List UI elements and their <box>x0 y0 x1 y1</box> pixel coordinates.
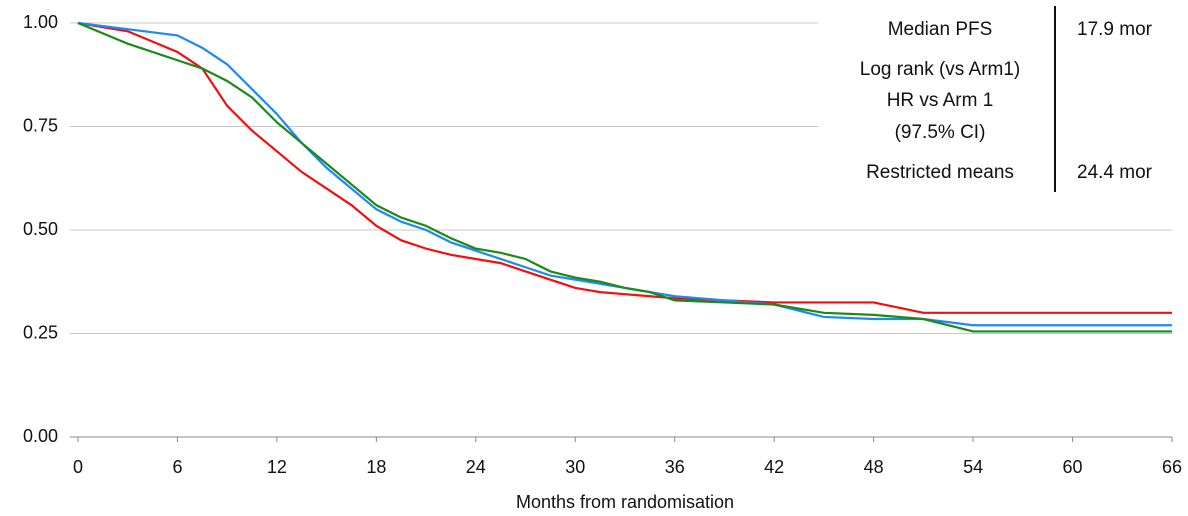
x-tick-label: 30 <box>565 457 585 477</box>
x-tick-label: 66 <box>1162 457 1182 477</box>
table-value: 24.4 mor <box>1077 162 1153 183</box>
x-tick-label: 24 <box>466 457 486 477</box>
y-tick-label: 0.75 <box>23 115 58 135</box>
y-tick-label: 0.00 <box>23 426 58 446</box>
x-tick-label: 0 <box>73 457 83 477</box>
y-tick-label: 0.50 <box>23 219 58 239</box>
x-tick-label: 6 <box>172 457 182 477</box>
table-background <box>818 0 1188 196</box>
table-label: (97.5% CI) <box>895 122 986 143</box>
x-tick-label: 42 <box>764 457 784 477</box>
table-label: HR vs Arm 1 <box>887 90 994 111</box>
x-tick-label: 48 <box>864 457 884 477</box>
x-tick-label: 18 <box>366 457 386 477</box>
x-tick-label: 12 <box>267 457 287 477</box>
survival-curve <box>77 21 1172 333</box>
survival-curve <box>77 21 1172 314</box>
y-tick-label: 1.00 <box>23 12 58 32</box>
y-tick-label: 0.25 <box>23 322 58 342</box>
table-label: Restricted means <box>866 162 1014 183</box>
x-axis-label: Months from randomisation <box>516 492 734 512</box>
x-tick-label: 36 <box>665 457 685 477</box>
table-label: Median PFS <box>888 19 993 40</box>
x-tick-label: 60 <box>1063 457 1083 477</box>
x-tick-label: 54 <box>963 457 983 477</box>
table-value: 17.9 mor <box>1077 19 1153 40</box>
table-label: Log rank (vs Arm1) <box>860 59 1021 80</box>
survival-curve <box>77 21 1172 327</box>
